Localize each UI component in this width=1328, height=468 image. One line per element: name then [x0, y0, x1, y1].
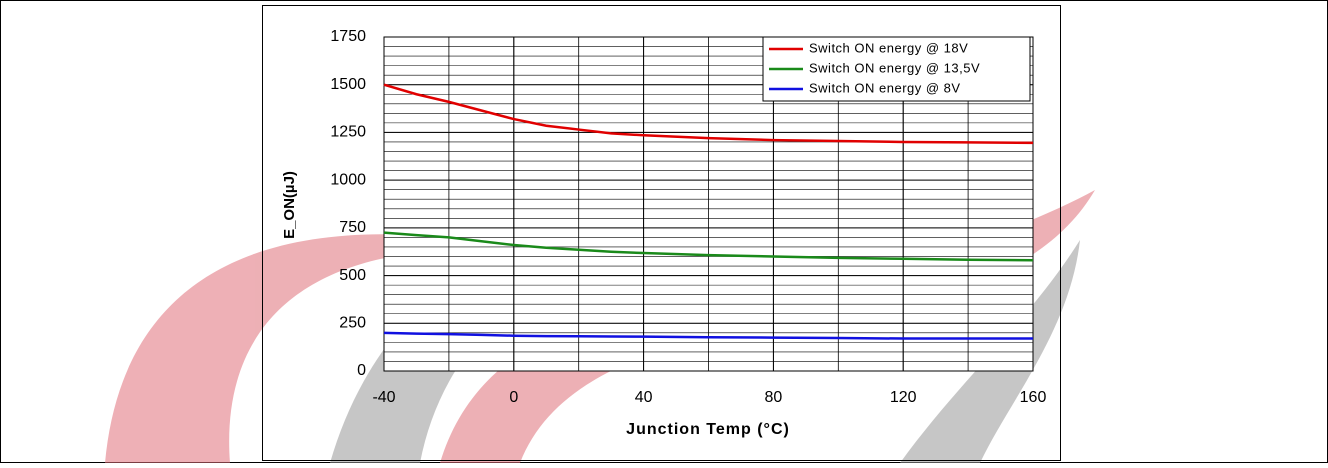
y-tick-label: 250 — [339, 315, 366, 332]
y-tick-label: 1500 — [330, 76, 366, 93]
legend-box — [762, 36, 1031, 102]
y-tick-label: 750 — [339, 219, 366, 236]
y-tick-label: 1750 — [330, 28, 366, 45]
x-tick-label: 0 — [509, 389, 518, 406]
legend-label: Switch ON energy @ 8V — [809, 80, 961, 95]
y-tick-label: 1000 — [330, 171, 366, 188]
series-line — [383, 231, 1034, 262]
x-tick-label: 80 — [765, 389, 783, 406]
x-tick-label: 40 — [635, 389, 653, 406]
x-axis-label: Junction Temp (°C) — [626, 421, 790, 438]
legend-label: Switch ON energy @ 13,5V — [809, 60, 980, 75]
plot-border — [383, 36, 1034, 372]
series-line — [383, 331, 1033, 340]
chart-frame — [262, 5, 1061, 461]
x-tick-label: -40 — [372, 389, 395, 406]
y-tick-label: 500 — [339, 267, 366, 284]
legend: Switch ON energy @ 18V Switch ON energy @… — [762, 36, 1031, 102]
y-tick-label: 0 — [357, 362, 366, 379]
legend-label: Switch ON energy @ 18V — [809, 40, 968, 55]
y-tick-label: 1250 — [330, 124, 366, 141]
x-tick-label: 120 — [890, 389, 917, 406]
series-line — [383, 83, 1034, 145]
x-tick-label: 160 — [1020, 389, 1047, 406]
y-axis-label: E_ON(µJ) — [281, 171, 298, 239]
